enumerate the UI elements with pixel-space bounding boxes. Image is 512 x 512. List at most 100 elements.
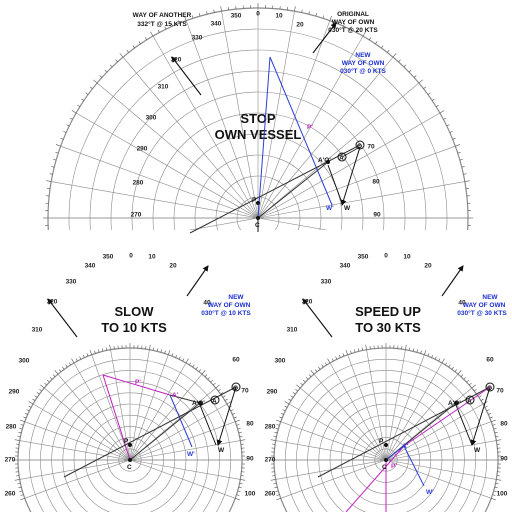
degree-tick (273, 482, 277, 485)
degree-tick (474, 388, 477, 392)
degree-tick (420, 350, 422, 354)
panel-title-line2: OWN VESSEL (215, 127, 302, 142)
degree-tick (51, 166, 55, 168)
bearing-spoke (129, 349, 150, 461)
bearing-70: 70 (496, 388, 504, 395)
degree-tick (451, 366, 454, 370)
bearing-spoke (129, 459, 236, 499)
degree-tick (237, 490, 241, 492)
bearing-spoke (257, 112, 441, 219)
label-p-prime: P' (135, 379, 141, 386)
panel-title-line2: TO 10 KTS (101, 320, 167, 335)
degree-tick (34, 395, 38, 398)
degree-tick (222, 395, 226, 398)
degree-tick (336, 20, 339, 24)
bearing-60: 60 (486, 357, 494, 364)
degree-tick (235, 498, 241, 501)
points-left: P C P' A' A'O' A O W' W (124, 379, 241, 471)
degree-tick (495, 435, 499, 438)
degree-tick (318, 366, 321, 370)
bearing-350: 350 (103, 254, 114, 261)
bearing-20: 20 (424, 263, 432, 270)
degree-tick (275, 419, 281, 422)
degree-tick (68, 362, 71, 366)
bearing-spoke (329, 362, 387, 461)
degree-tick (238, 431, 242, 434)
label-a: A (339, 155, 344, 162)
label-p-prime: P' (307, 124, 313, 131)
degree-tick (412, 348, 415, 352)
label-a-o-prime: A'O' (192, 400, 205, 407)
degree-tick (408, 347, 411, 351)
degree-tick (206, 11, 208, 15)
degree-tick (431, 354, 434, 358)
degree-tick (431, 98, 435, 101)
degree-tick (60, 137, 64, 140)
degree-tick (220, 392, 224, 395)
bearing-100: 100 (497, 491, 508, 498)
label-c: C (127, 464, 132, 471)
bearing-40: 40 (458, 300, 466, 307)
bearing-spoke (385, 362, 443, 461)
original-caption-line3: 030°T @ 20 KTS (328, 26, 378, 34)
bearing-310: 310 (158, 84, 169, 91)
degree-tick (168, 349, 171, 355)
degree-tick (156, 348, 159, 352)
bearing-spoke (385, 349, 406, 461)
label-w: W (218, 447, 225, 454)
bearing-spoke (257, 56, 394, 219)
other-vessel-course-arrow (302, 298, 333, 338)
bearing-20: 20 (296, 22, 304, 29)
bearing-spoke (44, 387, 131, 461)
degree-tick (324, 362, 327, 366)
bearing-spoke (129, 354, 169, 461)
degree-tick (160, 349, 162, 353)
bearing-spoke (257, 82, 420, 219)
bearing-labels-left: 350 0 10 20 340 330 320 310 300 290 280 … (5, 253, 256, 498)
degree-tick (343, 23, 345, 27)
degree-tick (201, 370, 206, 375)
degree-tick (192, 364, 195, 368)
degree-tick (361, 347, 364, 351)
degree-tick (362, 31, 366, 37)
degree-tick (448, 364, 451, 368)
degree-tick (496, 479, 502, 481)
degree-tick (23, 416, 27, 419)
degree-tick (157, 29, 160, 33)
degree-tick (381, 45, 384, 49)
degree-tick (288, 398, 292, 401)
degree-tick (178, 356, 181, 360)
degree-tick (398, 59, 401, 63)
degree-tick (52, 374, 56, 377)
degree-tick (416, 349, 418, 353)
relative-motion-extension (345, 445, 405, 512)
new-way-caption-line1: NEW (228, 294, 244, 301)
degree-tick (488, 412, 492, 415)
degree-tick (184, 15, 187, 21)
bearing-spoke (385, 403, 484, 461)
points-top: P C P' A'O' A O W' W (252, 124, 365, 229)
bearing-80: 80 (500, 421, 508, 428)
degree-tick (492, 424, 496, 426)
degree-tick (189, 362, 192, 366)
bearing-260: 260 (265, 491, 276, 498)
original-course-arrow (186, 265, 209, 297)
new-way-caption-line3: 030°T @ 30 KTS (457, 309, 507, 317)
degree-tick (207, 377, 211, 380)
degree-tick (290, 395, 294, 398)
degree-tick (423, 86, 427, 89)
degree-tick (236, 424, 240, 426)
panel-title-line2: TO 30 KTS (355, 320, 421, 335)
label-w-prime: W' (187, 451, 195, 458)
label-c: C (255, 222, 260, 229)
degree-tick (308, 374, 312, 377)
degree-tick (24, 412, 28, 415)
degree-tick (350, 350, 352, 354)
degree-tick (484, 405, 488, 408)
degree-tick (365, 344, 367, 350)
degree-tick (305, 377, 309, 380)
bearing-spoke (257, 11, 295, 219)
bearing-290: 290 (267, 389, 278, 396)
degree-tick (237, 428, 241, 430)
degree-tick (47, 379, 50, 383)
